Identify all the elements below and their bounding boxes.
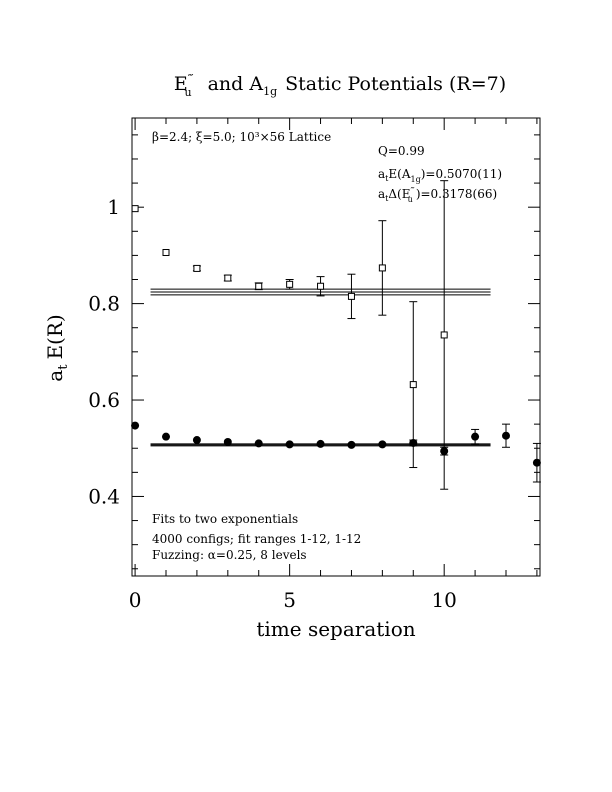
square-point [440,331,448,339]
axis-tick-labels: 0 5 10 0.4 0.6 0.8 1 [88,195,457,612]
circle-point [378,440,387,449]
circle-point [131,421,140,430]
circle-point [285,440,294,449]
circle-point [162,432,170,441]
fits-note-line2: 4000 configs; fit ranges 1-12, 1-12 [152,532,361,546]
square-point [193,264,201,272]
square-point [317,282,325,290]
square-point [162,249,170,257]
square-point [255,282,263,290]
circle-point [192,436,201,445]
circle-point [347,440,356,449]
square-point [347,292,355,300]
square-point [224,274,232,282]
lattice-annotation: β=2.4; ξ=5.0; 10³×56 Lattice [152,130,331,144]
y-tick-label: 0.8 [88,292,120,316]
fits-note-line3: Fuzzing: α=0.25, 8 levels [152,548,307,562]
chart-title: E‴ u and A1g Static Potentials (R=7) [174,72,506,99]
eu-gap-annotation: atΔ(E‴ u)=0.3178(66) [378,186,497,204]
x-tick-label: 10 [431,588,456,612]
y-tick-label: 0.4 [88,484,120,508]
a1g-energy-annotation: atE(A1g)=0.5070(11) [378,167,502,184]
fit-lines [150,288,491,447]
circle-point [532,458,541,467]
circle-point [316,439,325,448]
data-points [131,180,541,490]
x-tick-label: 5 [283,588,296,612]
circle-point [471,432,480,441]
square-point [409,381,417,389]
y-axis-label: atE(R) [43,314,71,381]
square-point [131,205,139,213]
circle-point [502,431,510,440]
circle-point [409,438,418,447]
circle-point [254,439,263,448]
x-axis-label: time separation [256,617,415,641]
plot-frame [131,117,541,577]
q-annotation: Q=0.99 [378,144,425,158]
fits-note-line1: Fits to two exponentials [152,512,298,526]
square-point [378,264,386,272]
square-point [286,280,294,288]
circle-point [440,447,449,456]
x-tick-label: 0 [129,588,142,612]
y-tick-label: 1 [107,195,120,219]
y-tick-label: 0.6 [88,388,120,412]
circle-point [223,437,232,446]
